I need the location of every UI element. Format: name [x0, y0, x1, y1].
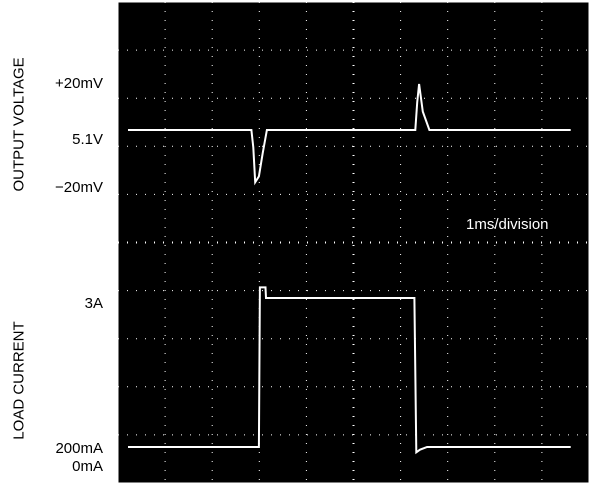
output-voltage-axis-title: OUTPUT VOLTAGE	[10, 57, 28, 192]
voltage-baseline-label: 5.1V	[72, 131, 103, 148]
current-trace	[128, 286, 571, 455]
voltage-trace	[128, 83, 571, 186]
load-current-axis-title: LOAD CURRENT	[10, 321, 28, 440]
scope-screen	[117, 1, 589, 484]
current-lower-label: 200mA	[55, 440, 103, 457]
voltage-upper-label: +20mV	[55, 75, 103, 92]
time-division-label: 1ms/division	[466, 216, 549, 233]
current-zero-label: 0mA	[72, 458, 103, 475]
current-upper-label: 3A	[84, 295, 103, 312]
voltage-lower-label: −20mV	[55, 179, 103, 196]
